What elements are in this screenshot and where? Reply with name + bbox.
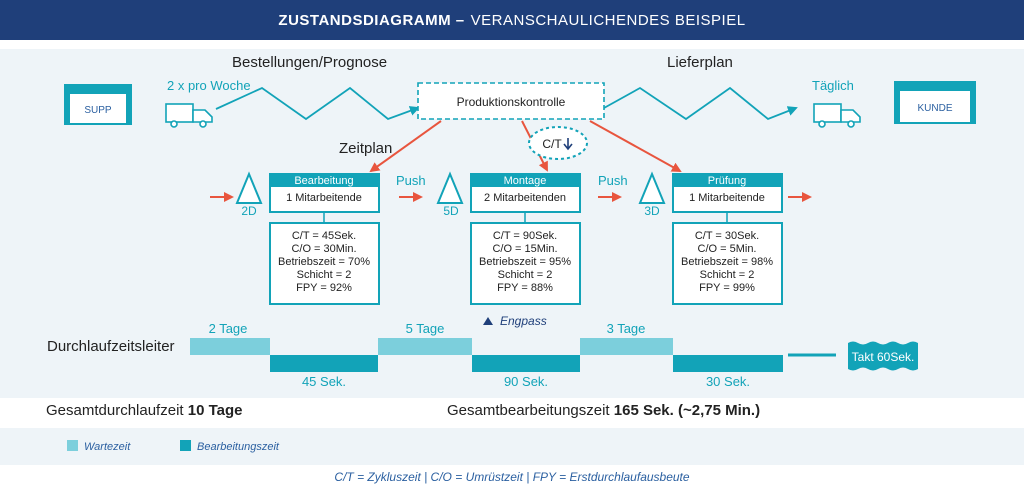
data-line: FPY = 88% <box>497 282 553 294</box>
header-title-rest: VERANSCHAULICHENDES BEISPIEL <box>470 11 746 29</box>
push-label-2: Push <box>598 173 628 188</box>
customer-frequency: Täglich <box>812 78 854 93</box>
supplier-frequency: 2 x pro Woche <box>167 78 251 93</box>
customer-factory-icon: KUNDE <box>894 81 976 124</box>
wait-time-bar <box>580 338 673 355</box>
supplier-label: SUPP <box>84 105 112 116</box>
legend-process-swatch <box>180 440 191 451</box>
takt-time-label: Takt 60Sek. <box>852 350 915 364</box>
supplier-truck-icon <box>165 103 213 128</box>
schedule-label: Zeitplan <box>339 140 392 157</box>
process-time-label: 90 Sek. <box>504 374 548 389</box>
bottleneck-triangle-icon <box>483 317 493 325</box>
data-line: C/T = 90Sek. <box>493 230 557 242</box>
process-time-bar <box>673 355 783 372</box>
bottleneck-label: Engpass <box>500 314 547 328</box>
process-staff: 1 Mitarbeitende <box>286 192 362 204</box>
total-lead-time: Gesamtdurchlaufzeit 10 Tage <box>46 402 243 419</box>
process-time-bar <box>472 355 580 372</box>
data-line: Betriebszeit = 70% <box>278 256 370 268</box>
data-line: FPY = 92% <box>296 282 352 294</box>
wait-time-bar <box>190 338 270 355</box>
production-control-label: Produktionskontrolle <box>457 95 566 109</box>
supplier-factory-icon: SUPP <box>64 84 132 125</box>
data-box-assembly: C/T = 90Sek. C/O = 15Min. Betriebszeit =… <box>470 222 581 305</box>
page-header: ZUSTANDSDIAGRAMM – VERANSCHAULICHENDES B… <box>0 0 1024 40</box>
wait-time-label: 5 Tage <box>406 321 445 336</box>
customer-label: KUNDE <box>917 103 952 114</box>
delivery-plan-label: Lieferplan <box>667 54 733 71</box>
data-line: Schicht = 2 <box>700 269 755 281</box>
orders-info-flow-arrow <box>215 86 420 121</box>
inventory-label-3: 3D <box>644 204 660 218</box>
schedule-arrow-inspection <box>589 120 682 172</box>
inventory-triangle-icon: 3D <box>638 171 666 218</box>
kaizen-burst-icon: C/T <box>528 126 588 160</box>
total-processing-time-label: Gesamtbearbeitungszeit <box>447 402 610 419</box>
data-line: Betriebszeit = 98% <box>681 256 773 268</box>
process-name: Prüfung <box>708 175 747 187</box>
arrow-down-icon <box>563 138 573 151</box>
legend-process-label: Bearbeitungszeit <box>197 441 280 453</box>
push-label-1: Push <box>396 173 426 188</box>
process-time-bar <box>270 355 378 372</box>
process-staff: 1 Mitarbeitende <box>689 192 765 204</box>
wait-time-label: 2 Tage <box>209 321 248 336</box>
inventory-label-2: 5D <box>443 204 459 218</box>
total-lead-time-label: Gesamtdurchlaufzeit <box>46 402 184 419</box>
legend-wait-label: Wartezeit <box>84 441 131 453</box>
wait-time-label: 3 Tage <box>607 321 646 336</box>
data-line: Schicht = 2 <box>498 269 553 281</box>
process-name: Bearbeitung <box>294 175 353 187</box>
process-time-label: 30 Sek. <box>706 374 750 389</box>
data-box-inspection: C/T = 30Sek. C/O = 5Min. Betriebszeit = … <box>672 222 783 305</box>
legend-wait-swatch <box>67 440 78 451</box>
data-line: FPY = 99% <box>699 282 755 294</box>
process-box-processing: Bearbeitung 1 Mitarbeitende <box>269 173 380 213</box>
wait-time-bar <box>378 338 472 355</box>
production-control-box <box>417 82 605 120</box>
data-line: C/O = 30Min. <box>291 243 356 255</box>
inventory-label-1: 2D <box>241 204 257 218</box>
customer-truck-icon <box>813 103 861 128</box>
schedule-arrow-processing <box>369 120 442 173</box>
takt-time-badge <box>848 341 918 371</box>
data-line: C/T = 30Sek. <box>695 230 759 242</box>
data-line: Schicht = 2 <box>297 269 352 281</box>
total-processing-time: Gesamtbearbeitungszeit 165 Sek. (~2,75 M… <box>447 402 760 419</box>
process-name: Montage <box>504 175 547 187</box>
process-staff: 2 Mitarbeitenden <box>484 192 566 204</box>
inventory-triangle-icon: 5D <box>436 171 464 218</box>
process-time-label: 45 Sek. <box>302 374 346 389</box>
totals-bar: Gesamtdurchlaufzeit 10 Tage Gesamtbearbe… <box>0 398 1024 428</box>
data-box-processing: C/T = 45Sek. C/O = 30Min. Betriebszeit =… <box>269 222 380 305</box>
delivery-info-flow-arrow <box>603 86 798 121</box>
total-lead-time-value: 10 Tage <box>187 402 243 419</box>
process-box-assembly: Montage 2 Mitarbeitenden <box>470 173 581 213</box>
data-line: C/O = 5Min. <box>698 243 757 255</box>
lead-time-ladder-label: Durchlaufzeitsleiter <box>47 338 175 355</box>
total-processing-time-value: 165 Sek. (~2,75 Min.) <box>613 402 761 419</box>
data-line: C/O = 15Min. <box>492 243 557 255</box>
orders-forecast-label: Bestellungen/Prognose <box>232 54 387 71</box>
header-title-bold: ZUSTANDSDIAGRAMM – <box>278 11 465 29</box>
data-line: C/T = 45Sek. <box>292 230 356 242</box>
abbreviations-footnote: C/T = Zykluszeit | C/O = Umrüstzeit | FP… <box>334 470 690 484</box>
inventory-triangle-icon: 2D <box>235 171 263 218</box>
process-box-inspection: Prüfung 1 Mitarbeitende <box>672 173 783 213</box>
data-line: Betriebszeit = 95% <box>479 256 571 268</box>
kaizen-ct-label: C/T <box>542 137 562 151</box>
